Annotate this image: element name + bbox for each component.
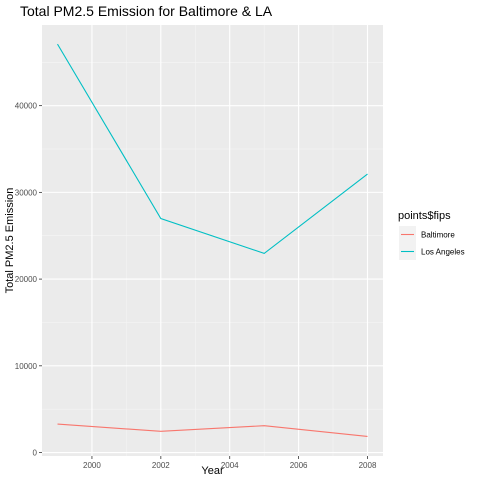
- y-axis: 0 10000 20000 30000 40000: [15, 102, 42, 458]
- major-gridlines: [42, 25, 383, 456]
- x-tick-label: 2006: [290, 461, 308, 470]
- y-tick-label: 10000: [15, 362, 38, 371]
- x-tick-label: 2002: [152, 461, 170, 470]
- series-line-baltimore: [57, 423, 368, 437]
- legend-label-los-angeles: Los Angeles: [421, 248, 465, 257]
- minor-gridlines: [42, 25, 383, 456]
- chart-title: Total PM2.5 Emission for Baltimore & LA: [20, 3, 273, 19]
- x-tick-label: 2000: [83, 461, 101, 470]
- y-tick-label: 0: [33, 449, 38, 458]
- legend-title: points$fips: [398, 210, 451, 222]
- x-axis-title: Year: [201, 465, 224, 477]
- series-lines: [57, 43, 368, 437]
- plot-panel: [42, 25, 383, 456]
- y-axis-title: Total PM2.5 Emission: [4, 188, 16, 294]
- x-tick-label: 2004: [221, 461, 239, 470]
- y-tick-label: 40000: [15, 102, 38, 111]
- legend: points$fips Baltimore Los Angeles: [398, 210, 465, 260]
- x-tick-label: 2008: [359, 461, 377, 470]
- y-tick-label: 30000: [15, 188, 38, 197]
- legend-label-baltimore: Baltimore: [421, 231, 455, 240]
- x-axis: 2000 2002 2004 2006 2008: [83, 456, 377, 470]
- series-line-los-angeles: [57, 43, 368, 255]
- y-tick-label: 20000: [15, 275, 38, 284]
